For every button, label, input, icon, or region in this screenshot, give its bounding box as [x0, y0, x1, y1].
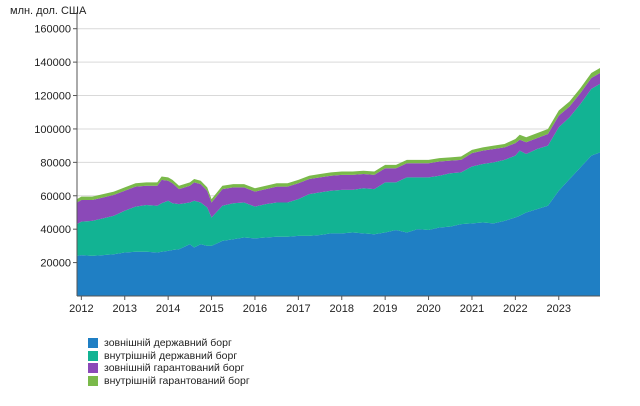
- area-series-3: [77, 72, 600, 225]
- area-series-2: [77, 83, 600, 256]
- legend-item: внутрішній гарантований борг: [88, 375, 250, 388]
- x-tick-label: 2013: [113, 303, 137, 315]
- x-tick-label: 2014: [156, 303, 180, 315]
- x-tick-label: 2022: [503, 303, 527, 315]
- axes: [76, 12, 600, 297]
- legend-label: зовнішній гарантований борг: [104, 362, 245, 375]
- legend-label: внутрішній державний борг: [104, 349, 238, 362]
- y-tick-label: 140000: [34, 57, 71, 69]
- y-tick-label: 160000: [34, 24, 71, 36]
- stacked-area-chart: млн. дол. США 20000 40000 60000 80000 100000…: [10, 5, 600, 315]
- area-series-1: [77, 152, 600, 296]
- x-tick-label: 2020: [416, 303, 440, 315]
- legend-label: зовнішній державний борг: [104, 337, 232, 350]
- legend-item: зовнішній гарантований борг: [88, 362, 250, 375]
- legend-swatch: [88, 375, 98, 386]
- legend-label: внутрішній гарантований борг: [104, 374, 250, 387]
- y-tick-label: 20000: [40, 258, 71, 270]
- x-tick-label: 2012: [69, 303, 93, 315]
- legend-swatch: [88, 350, 98, 361]
- x-tick-label: 2016: [243, 303, 267, 315]
- y-tick-label: 80000: [40, 157, 71, 169]
- x-tick-label: 2019: [373, 303, 397, 315]
- y-tick-label: 40000: [40, 224, 71, 236]
- y-tick-labels: 20000 40000 60000 80000 100000 120000 140000 16…: [34, 24, 77, 270]
- legend: зовнішній державний борг внутрішній держа…: [88, 337, 250, 387]
- y-axis-label: млн. дол. США: [10, 5, 87, 17]
- y-tick-label: 60000: [40, 191, 71, 203]
- x-tick-labels: 2012 2013 2014 2015 2016 2017 2018 2019 2020 2021…: [69, 296, 571, 315]
- y-tick-label: 100000: [34, 124, 71, 136]
- legend-item: зовнішній державний борг: [88, 337, 250, 350]
- legend-item: внутрішній державний борг: [88, 350, 250, 363]
- y-tick-label: 120000: [34, 91, 71, 103]
- x-tick-label: 2015: [199, 303, 223, 315]
- x-tick-label: 2023: [547, 303, 571, 315]
- x-tick-label: 2021: [460, 303, 484, 315]
- legend-swatch: [88, 338, 98, 349]
- legend-swatch: [88, 363, 98, 374]
- x-tick-label: 2017: [286, 303, 310, 315]
- area-series: [77, 67, 600, 296]
- x-tick-label: 2018: [330, 303, 354, 315]
